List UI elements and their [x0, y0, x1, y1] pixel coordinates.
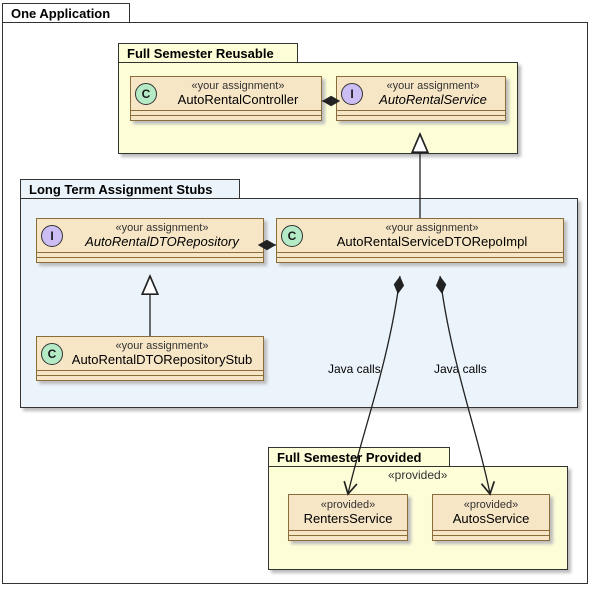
class-auto-rental-dto-repository-stub: C «your assignment» AutoRentalDTOReposit… [36, 336, 264, 381]
package-title: One Application [11, 6, 110, 21]
class-auto-rental-service: I «your assignment» AutoRentalService [336, 76, 506, 121]
package-title: Full Semester Provided [277, 450, 422, 465]
class-name: AutoRentalDTORepositoryStub [67, 352, 257, 367]
class-name: AutoRentalController [161, 92, 315, 107]
class-stereotype: «your assignment» [161, 80, 315, 92]
class-name: AutoRentalDTORepository [67, 234, 257, 249]
class-renters-service: «provided» RentersService [288, 494, 408, 541]
class-auto-rental-controller: C «your assignment» AutoRentalController [130, 76, 322, 121]
class-badge-icon: C [41, 343, 63, 365]
class-stereotype: «provided» [295, 499, 401, 511]
edge-label-java-calls-right: Java calls [434, 362, 487, 376]
interface-badge-icon: I [41, 225, 63, 247]
class-auto-rental-dto-repository: I «your assignment» AutoRentalDTOReposit… [36, 218, 264, 263]
package-stereotype: «provided» [388, 468, 447, 482]
class-autos-service: «provided» AutosService [432, 494, 550, 541]
diagram-canvas: One Application Full Semester Reusable L… [0, 0, 594, 593]
package-tab: Long Term Assignment Stubs [20, 179, 240, 199]
class-stereotype: «provided» [439, 499, 543, 511]
package-tab: Full Semester Reusable [118, 43, 298, 63]
edge-label-java-calls-left: Java calls [328, 362, 381, 376]
class-name: AutosService [439, 511, 543, 526]
interface-badge-icon: I [341, 83, 363, 105]
package-title: Long Term Assignment Stubs [29, 182, 212, 197]
package-tab: Full Semester Provided [268, 447, 450, 467]
class-stereotype: «your assignment» [67, 222, 257, 234]
class-stereotype: «your assignment» [367, 80, 499, 92]
class-auto-rental-service-dto-repo-impl: C «your assignment» AutoRentalServiceDTO… [276, 218, 564, 263]
class-badge-icon: C [135, 83, 157, 105]
class-name: RentersService [295, 511, 401, 526]
class-name: AutoRentalServiceDTORepoImpl [307, 234, 557, 249]
class-stereotype: «your assignment» [307, 222, 557, 234]
package-title: Full Semester Reusable [127, 46, 274, 61]
class-stereotype: «your assignment» [67, 340, 257, 352]
class-badge-icon: C [281, 225, 303, 247]
package-tab: One Application [2, 3, 130, 23]
class-name: AutoRentalService [367, 92, 499, 107]
